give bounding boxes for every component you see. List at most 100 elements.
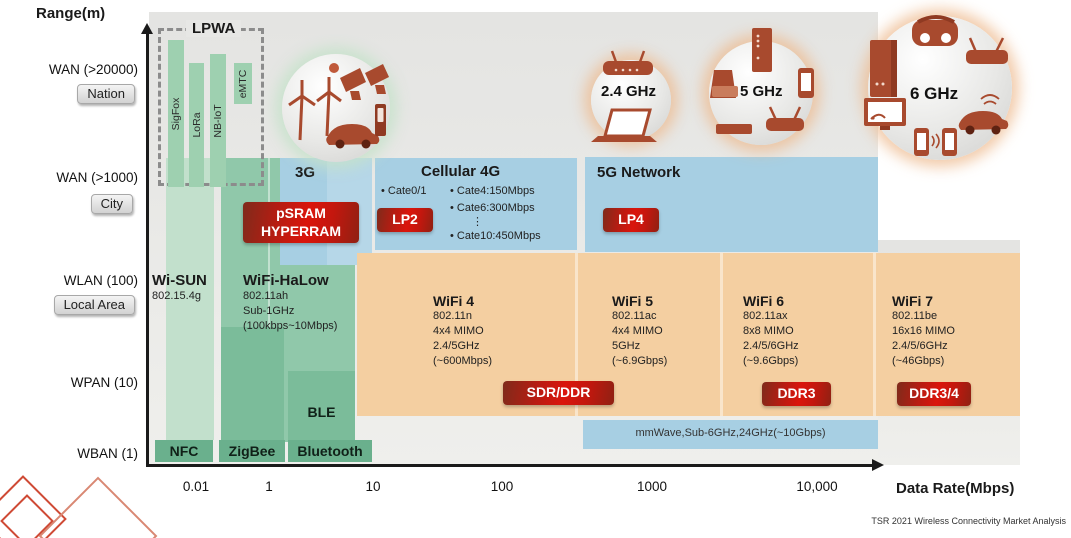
wisun-text: Wi-SUN 802.15.4g bbox=[152, 272, 207, 304]
4g-title: Cellular 4G bbox=[421, 163, 501, 180]
iot-energy-bubble bbox=[278, 48, 394, 164]
laptop-icon bbox=[591, 108, 657, 142]
halow-text: WiFi-HaLow 802.11ah Sub-1GHz (100kbps~10… bbox=[243, 272, 337, 334]
wifi5-line: 4x4 MIMO bbox=[612, 325, 663, 337]
psram-hyperram-badge: pSRAM HYPERRAM bbox=[243, 202, 359, 243]
x-tick: 100 bbox=[490, 479, 514, 494]
nbiot-bar: NB-IoT bbox=[210, 54, 226, 187]
wifi4-title: WiFi 4 bbox=[433, 293, 475, 309]
city-badge: City bbox=[90, 194, 133, 214]
wisun-region bbox=[166, 158, 214, 440]
nfc-bar: NFC bbox=[155, 440, 213, 462]
router-icon bbox=[766, 106, 804, 131]
smart-speaker-icon bbox=[710, 70, 738, 98]
speaker-tower-icon bbox=[752, 28, 772, 72]
ble-region bbox=[288, 371, 355, 442]
y-axis-title: Range(m) bbox=[36, 5, 106, 22]
4g-col2-list: • Cate4:150Mbps • Cate6:300Mbps ⋮ • Cate… bbox=[450, 184, 541, 244]
ev-car-icon bbox=[326, 124, 380, 149]
wifi5-title: WiFi 5 bbox=[612, 293, 654, 309]
sigfox-label: SigFox bbox=[170, 97, 182, 130]
3g-title: 3G bbox=[295, 164, 316, 181]
gridline-seam bbox=[268, 158, 270, 442]
halow-line: 802.11ah bbox=[243, 290, 289, 302]
bluetooth-label: Bluetooth bbox=[297, 443, 363, 459]
ghz6-label: 6 GHz bbox=[910, 84, 959, 103]
wifi4-line: 4x4 MIMO bbox=[433, 325, 484, 337]
sun-icon bbox=[329, 63, 339, 73]
zigbee-bar: ZigBee bbox=[219, 440, 285, 462]
router-icon bbox=[966, 37, 1008, 64]
wifi5-line: 5GHz bbox=[612, 340, 641, 352]
wifi4-text: WiFi 4 802.11n 4x4 MIMO 2.4/5GHz (~600Mb… bbox=[433, 293, 492, 369]
wifi7-title: WiFi 7 bbox=[892, 293, 934, 309]
wifi5-line: (~6.9Gbps) bbox=[612, 355, 668, 367]
x-axis-line bbox=[146, 464, 874, 467]
ghz5-bubble: 5 GHz bbox=[706, 28, 818, 150]
solar-panel-icon bbox=[340, 64, 389, 100]
source-credit: TSR 2021 Wireless Connectivity Market An… bbox=[871, 516, 1066, 526]
wifi4-line: 802.11n bbox=[433, 310, 472, 322]
4g-col1-item: • Cate0/1 bbox=[381, 185, 427, 197]
nfc-label: NFC bbox=[169, 443, 199, 459]
wifi6-line: (~9.6Gbps) bbox=[743, 355, 799, 367]
wifi56-seam bbox=[720, 253, 723, 416]
ghz24-bubble: 2.4 GHz bbox=[586, 50, 676, 150]
ddr3-badge: DDR3 bbox=[762, 382, 831, 406]
x-axis-title: Data Rate(Mbps) bbox=[896, 480, 1015, 497]
emtc-bar: eMTC bbox=[234, 63, 252, 104]
4g-col2-item: • Cate4:150Mbps bbox=[450, 185, 535, 197]
ghz5-label: 5 GHz bbox=[740, 83, 783, 100]
mmwave-bar: mmWave,Sub-6GHz,24GHz(~10Gbps) bbox=[583, 420, 878, 449]
wifi6-text: WiFi 6 802.11ax 8x8 MIMO 2.4/5/6GHz (~9.… bbox=[743, 293, 799, 369]
decoration-diamond bbox=[38, 476, 158, 538]
wifi67-seam bbox=[873, 253, 876, 416]
wifi7-line: 16x16 MIMO bbox=[892, 325, 955, 337]
ddr3-4-badge: DDR3/4 bbox=[897, 382, 971, 406]
wifi45-seam bbox=[575, 253, 578, 416]
wifi5-line: 802.11ac bbox=[612, 310, 657, 322]
zigbee-region bbox=[221, 327, 284, 442]
wifi7-text: WiFi 7 802.11be 16x16 MIMO 2.4/5/6GHz (~… bbox=[892, 293, 955, 369]
mmwave-label: mmWave,Sub-6GHz,24GHz(~10Gbps) bbox=[635, 427, 826, 439]
wisun-subtitle: 802.15.4g bbox=[152, 290, 201, 302]
pc-tower-icon bbox=[870, 40, 897, 97]
sigfox-bar: SigFox bbox=[168, 40, 184, 187]
halow-line: (100kbps~10Mbps) bbox=[243, 320, 338, 332]
wind-turbine-icon bbox=[288, 77, 342, 141]
5g-block bbox=[585, 157, 878, 252]
halow-line: Sub-1GHz bbox=[243, 305, 295, 317]
y-axis-arrowhead bbox=[141, 23, 153, 34]
halow-title: WiFi-HaLow bbox=[243, 272, 329, 289]
y-label-wban: WBAN (1) bbox=[77, 446, 138, 461]
wifi6-title: WiFi 6 bbox=[743, 293, 785, 309]
connected-car-icon bbox=[958, 94, 1009, 135]
lp4-badge: LP4 bbox=[603, 208, 659, 232]
4g-col2-item: • Cate10:450Mbps bbox=[450, 230, 541, 242]
wifi7-line: (~46Gbps) bbox=[892, 355, 945, 367]
wisun-title: Wi-SUN bbox=[152, 272, 207, 289]
lora-label: LoRa bbox=[190, 112, 203, 138]
ble-label: BLE bbox=[307, 404, 336, 420]
y-label-wpan: WPAN (10) bbox=[70, 375, 138, 390]
x-tick: 0.01 bbox=[182, 479, 210, 494]
5g-title: 5G Network bbox=[597, 164, 681, 181]
phones-pair-icon bbox=[914, 128, 957, 156]
psram-line2: HYPERRAM bbox=[260, 223, 342, 239]
wifi4-line: 2.4/5GHz bbox=[433, 340, 480, 352]
y-label-wan20000: WAN (>20000) bbox=[48, 62, 138, 77]
wifi6-line: 2.4/5/6GHz bbox=[743, 340, 799, 352]
4g-block bbox=[375, 158, 577, 250]
wifi7-line: 2.4/5/6GHz bbox=[892, 340, 948, 352]
lora-bar: LoRa bbox=[189, 63, 204, 187]
x-tick: 1000 bbox=[636, 479, 668, 494]
ghz6-bubble: 6 GHz bbox=[862, 10, 1018, 166]
lp2-badge: LP2 bbox=[377, 208, 433, 232]
y-label-wan1000: WAN (>1000) bbox=[56, 170, 138, 185]
x-axis-arrowhead bbox=[872, 459, 884, 471]
wifi6-line: 8x8 MIMO bbox=[743, 325, 794, 337]
ev-charger-icon bbox=[375, 104, 386, 136]
smartphone-icon bbox=[798, 68, 814, 98]
lpwa-title: LPWA bbox=[186, 20, 242, 37]
